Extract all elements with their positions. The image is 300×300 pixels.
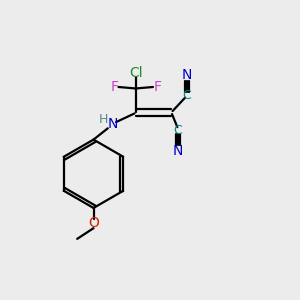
Text: F: F xyxy=(110,80,118,94)
Text: N: N xyxy=(107,116,118,130)
Text: C: C xyxy=(174,124,182,136)
Text: Cl: Cl xyxy=(129,66,142,80)
Text: O: O xyxy=(88,216,99,230)
Text: F: F xyxy=(153,80,161,94)
Text: C: C xyxy=(182,89,191,102)
Text: H: H xyxy=(99,113,108,126)
Text: N: N xyxy=(182,68,192,82)
Text: N: N xyxy=(173,145,183,158)
